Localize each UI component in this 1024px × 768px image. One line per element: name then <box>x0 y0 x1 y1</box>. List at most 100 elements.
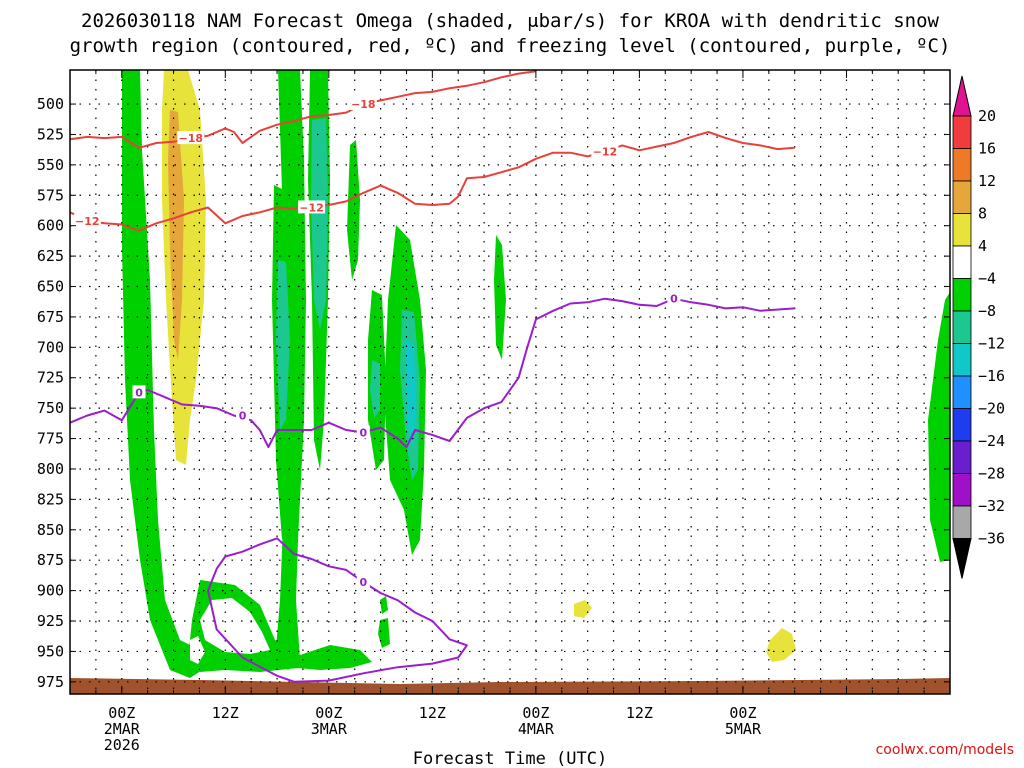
omega-area-teal <box>406 340 416 450</box>
y-tick-label: 700 <box>37 338 64 356</box>
omega-area-teal <box>311 118 328 330</box>
omega-area-light <box>190 636 205 664</box>
colorbar-label: −8 <box>978 302 996 320</box>
omega-area-green <box>122 70 210 678</box>
x-axis-label: Forecast Time (UTC) <box>413 749 607 768</box>
y-tick-label: 825 <box>37 490 64 508</box>
contour-label: −18 <box>179 132 204 145</box>
contour-line-freezing-level <box>69 297 795 449</box>
contour-label: 0 <box>135 386 143 399</box>
omega-area-green <box>129 340 140 495</box>
colorbar-swatch <box>952 375 972 409</box>
colorbar-label: 16 <box>978 140 996 158</box>
contour-label: 0 <box>670 293 678 306</box>
x-tick-label: 12Z <box>212 704 239 722</box>
contour-label-bg <box>356 575 370 589</box>
y-tick-label: 875 <box>37 551 64 569</box>
colorbar-label: −12 <box>978 335 1005 353</box>
y-tick-label: 500 <box>37 95 64 113</box>
contour-label-bg <box>73 213 101 227</box>
x-tick-label: 00Z <box>522 704 549 722</box>
contour-label-bg <box>591 144 619 158</box>
contour-label: 0 <box>360 426 368 439</box>
colorbar-swatch <box>952 278 972 312</box>
y-tick-label: 600 <box>37 217 64 235</box>
y-tick-label: 750 <box>37 399 64 417</box>
colorbar-label: −24 <box>978 432 1005 450</box>
omega-area-teal <box>370 360 380 418</box>
x-tick-label: 00Z <box>108 704 135 722</box>
colorbar-swatch <box>952 115 972 149</box>
chart-title-line2: growth region (contoured, red, ºC) and f… <box>70 35 951 57</box>
colorbar-swatch <box>952 343 972 377</box>
colorbar-swatch <box>952 310 972 344</box>
y-axis: 500 525 550 575 600 625 650 675 700 725 750 775 800 8… <box>37 95 950 691</box>
x-tick-label: 2026 <box>104 736 140 754</box>
y-tick-label: 575 <box>37 186 64 204</box>
colorbar-label: −28 <box>978 465 1005 483</box>
omega-area-green <box>378 618 390 648</box>
contour-label-bg <box>356 425 370 439</box>
omega-area-yellow <box>766 628 796 662</box>
omega-area-orange <box>168 110 184 360</box>
contour-label: 0 <box>239 409 247 422</box>
contour-label-bg <box>667 291 681 305</box>
credit-text: coolwx.com/models <box>876 742 1014 758</box>
x-tick-label: 00Z <box>315 704 342 722</box>
colorbar-label: −36 <box>978 530 1005 548</box>
y-tick-label: 725 <box>37 369 64 387</box>
y-tick-label: 550 <box>37 156 64 174</box>
colorbar-label: 4 <box>978 237 987 255</box>
x-tick-label: 4MAR <box>518 720 555 738</box>
contour-label: −12 <box>75 215 100 228</box>
y-tick-label: 850 <box>37 521 64 539</box>
colorbar-swatch <box>952 213 972 247</box>
colorbar-bottom-arrow <box>952 538 972 579</box>
contours: −18 −18 −12 −12 −12 0 0 0 0 0 <box>69 70 795 683</box>
x-tick-label: 3MAR <box>311 720 348 738</box>
chart-title-line1: 2026030118 NAM Forecast Omega (shaded, μ… <box>81 10 939 32</box>
colorbar-swatch <box>952 148 972 182</box>
colorbar-label: −16 <box>978 367 1005 385</box>
colorbar-swatch <box>952 245 972 279</box>
omega-area-light <box>200 598 270 654</box>
colorbar-label: 12 <box>978 172 996 190</box>
contour-label: 0 <box>360 576 368 589</box>
contour-label-bg <box>349 97 377 111</box>
x-tick-label: 2MAR <box>104 720 141 738</box>
omega-area-green <box>928 292 950 562</box>
contour-label: −12 <box>593 145 618 158</box>
omega-area-yellow <box>574 600 592 618</box>
colorbar-swatch <box>952 505 972 539</box>
contour-label: −12 <box>299 201 324 214</box>
colorbar-label: −32 <box>978 497 1005 515</box>
x-tick-label: 00Z <box>729 704 756 722</box>
y-tick-label: 900 <box>37 582 64 600</box>
y-tick-label: 925 <box>37 612 64 630</box>
x-tick-label: 5MAR <box>725 720 762 738</box>
omega-area-teal <box>276 260 290 430</box>
colorbar-swatch <box>952 473 972 507</box>
y-tick-label: 625 <box>37 247 64 265</box>
colorbar: 20 16 12 8 4 −4 −8 −12 −16 −20 −24 −28 −32 −36 <box>952 75 1005 579</box>
colorbar-label: −4 <box>978 270 996 288</box>
contour-label-bg <box>132 385 146 399</box>
contour-label-bg <box>298 200 326 214</box>
y-tick-label: 975 <box>37 673 64 691</box>
contour-label-bg <box>236 408 250 422</box>
colorbar-swatch <box>952 408 972 442</box>
colorbar-top-arrow <box>952 75 972 117</box>
colorbar-label: 8 <box>978 205 987 223</box>
colorbar-label: −20 <box>978 400 1005 418</box>
contour-line-dgz-lower <box>69 131 795 232</box>
contour-line-dgz-upper <box>69 70 537 149</box>
omega-shading <box>122 70 950 678</box>
omega-area-green <box>380 596 388 614</box>
omega-area-green <box>347 140 360 280</box>
y-tick-label: 775 <box>37 430 64 448</box>
x-tick-label: 12Z <box>626 704 653 722</box>
colorbar-swatch <box>952 440 972 474</box>
